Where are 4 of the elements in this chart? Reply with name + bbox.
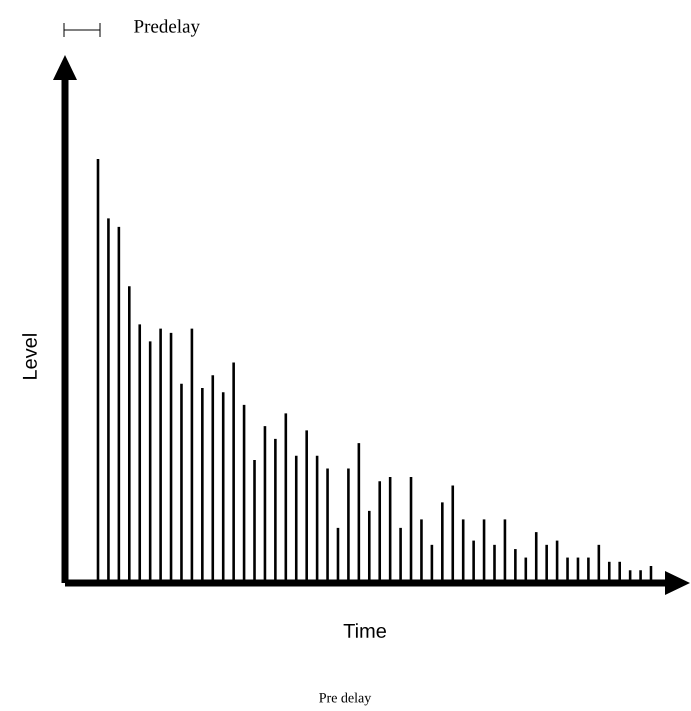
y-axis-title: Level bbox=[22, 334, 37, 379]
text: Pre delay bbox=[319, 692, 372, 706]
text: Predelay bbox=[134, 19, 200, 37]
x-axis-title: Time bbox=[344, 623, 386, 638]
